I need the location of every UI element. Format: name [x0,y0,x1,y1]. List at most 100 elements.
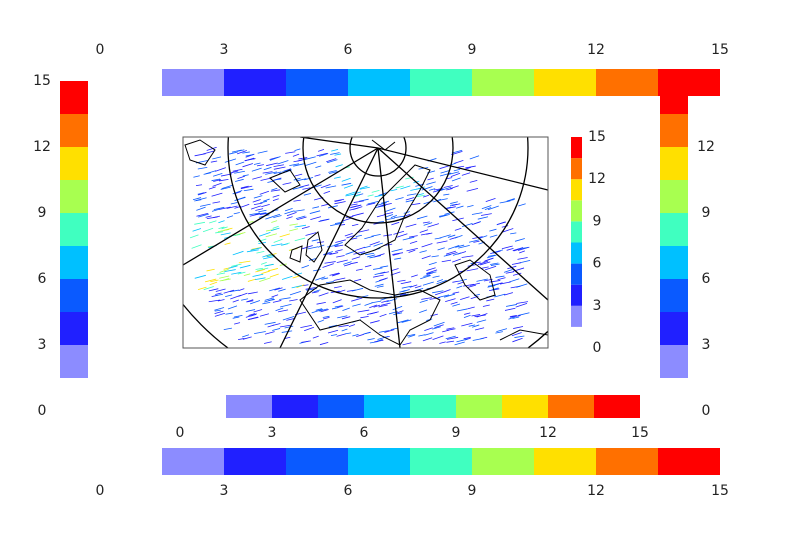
wind-vector [224,242,231,245]
wind-vector [379,265,389,268]
wind-vector [247,278,256,282]
colorbar-segment [660,246,688,279]
wind-vector [203,286,214,291]
wind-vector [395,310,404,314]
wind-vector [212,156,222,160]
wind-vector [333,176,341,179]
wind-vector [202,150,215,155]
wind-vector [247,291,258,295]
wind-vector [197,166,208,170]
wind-vector [350,203,358,206]
wind-vector [254,331,266,335]
wind-vector [198,213,210,218]
wind-vector [400,281,412,285]
colorbar-tick-label: 15 [631,425,649,441]
wind-vector [390,215,398,218]
wind-vector [354,278,362,282]
wind-vector [330,334,338,337]
wind-vector [196,206,206,211]
wind-vector [235,161,245,166]
wind-vector [279,324,291,328]
wind-vector [381,300,389,303]
wind-vector [476,319,487,323]
colorbar-tick-label: 6 [593,256,602,272]
colorbar-tick-label: 6 [344,42,353,58]
wind-vector [406,333,416,337]
colorbar-tick-label: 12 [587,483,605,499]
wind-vector [455,205,464,209]
wind-vector [241,298,249,301]
wind-vector [268,268,278,272]
wind-vector [395,185,404,189]
wind-vector [379,313,387,317]
wind-vector [196,213,209,217]
wind-vector [234,191,241,195]
wind-vector [432,326,441,330]
wind-vector [271,243,283,247]
wind-vector [202,227,214,233]
wind-vector [239,203,250,209]
wind-vector [269,156,281,161]
wind-vector [434,324,444,329]
wind-vector [240,185,253,190]
wind-vector [270,189,281,192]
wind-vector [359,185,368,189]
wind-vector [351,223,359,227]
wind-vector [357,229,370,233]
wind-vector [470,282,481,286]
wind-vector [303,192,312,196]
wind-vector [245,309,256,312]
wind-vector [414,285,422,289]
wind-vector [437,247,445,251]
wind-vector [303,326,315,332]
colorbar-segment [660,213,688,246]
colorbar-segment [410,448,472,475]
wind-vector [463,336,471,340]
colorbar-segment [571,221,582,243]
wind-vector [454,227,462,231]
colorbar-tick-label: 0 [38,403,47,419]
wind-vector [214,310,224,315]
colorbar-segment [660,312,688,345]
wind-vector [264,321,276,325]
wind-vector [376,285,384,288]
wind-vector [482,304,490,307]
wind-vector [319,342,329,346]
wind-vector [380,302,391,306]
wind-vector [443,254,451,257]
wind-vector [512,272,522,276]
wind-vector [393,215,406,219]
wind-vector [293,177,301,181]
wind-vector [405,223,417,228]
wind-vector [489,234,498,238]
wind-vector [242,151,250,154]
wind-vector [265,216,274,220]
wind-vector [286,211,297,217]
wind-vector [442,329,450,333]
colorbar-segment [60,312,88,345]
wind-vector [205,215,212,218]
wind-vector [408,249,416,253]
wind-vector [371,189,380,193]
wind-vector [487,205,499,211]
wind-vector [445,250,456,255]
wind-vector [353,251,366,255]
wind-vector [373,304,381,308]
wind-vector [427,223,440,228]
wind-vector [302,284,309,287]
wind-vector [271,187,278,191]
wind-vector [326,158,337,163]
wind-vector [431,255,439,258]
wind-vector [289,299,298,302]
wind-vector [369,241,380,246]
colorbar-tick-label: 0 [702,403,711,419]
wind-vector [499,281,511,285]
wind-vector [448,171,460,175]
wind-vector [311,291,319,294]
wind-vector [509,314,517,318]
wind-vector [364,264,372,268]
wind-vector [224,269,236,273]
wind-vector [465,166,472,170]
wind-vector [504,292,513,296]
wind-vector [494,293,506,298]
